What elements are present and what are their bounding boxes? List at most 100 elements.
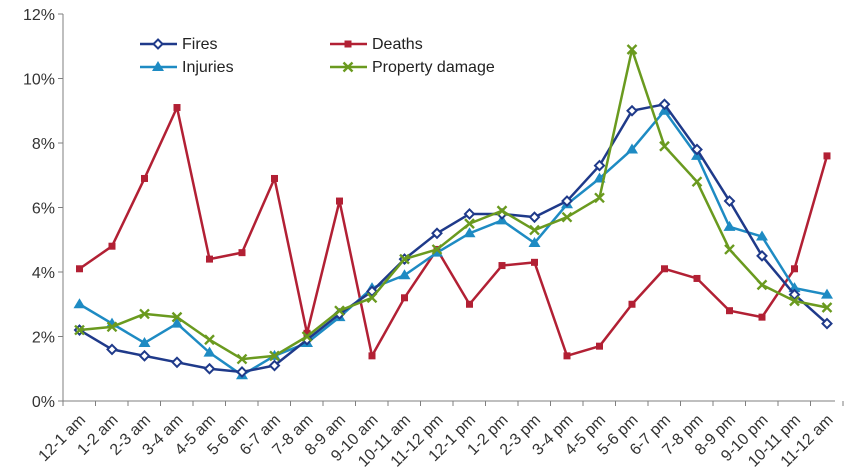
y-tick-label: 0% <box>32 394 55 411</box>
data-point <box>528 211 541 224</box>
series-injuries <box>73 104 833 380</box>
data-point <box>398 269 411 280</box>
data-point <box>238 249 246 257</box>
data-point <box>626 143 638 154</box>
data-point-stroke <box>561 211 573 223</box>
data-point <box>171 311 183 323</box>
legend-item: Fires <box>140 36 218 53</box>
data-point <box>756 279 768 291</box>
data-point <box>529 224 540 236</box>
data-point-stroke <box>269 350 280 362</box>
data-point <box>756 230 768 241</box>
data-point <box>496 205 508 217</box>
data-point <box>206 255 213 263</box>
series-line <box>78 109 828 377</box>
y-tick-label: 8% <box>32 136 55 153</box>
data-point-stroke <box>529 224 540 236</box>
data-point <box>594 192 605 204</box>
data-point <box>431 244 443 255</box>
data-point <box>661 265 668 273</box>
data-point <box>271 174 278 182</box>
data-point <box>431 227 443 240</box>
data-point <box>171 317 183 328</box>
data-point <box>726 307 733 315</box>
series-deaths <box>76 104 831 360</box>
data-point <box>498 262 506 270</box>
data-point <box>301 331 313 342</box>
data-point <box>268 359 281 372</box>
data-point-stroke <box>659 140 670 152</box>
data-point <box>106 321 118 333</box>
data-point <box>563 352 571 360</box>
data-point-stroke <box>821 302 833 313</box>
data-point <box>73 298 86 309</box>
data-point <box>628 300 636 308</box>
data-point <box>723 220 736 231</box>
series-line <box>79 48 828 361</box>
data-point <box>173 104 181 112</box>
data-point <box>401 294 408 302</box>
legend-label: Fires <box>182 36 218 53</box>
data-point <box>171 356 183 369</box>
data-point <box>368 352 376 360</box>
data-point-stroke <box>139 308 150 320</box>
data-point-stroke <box>626 44 638 55</box>
data-point <box>821 302 833 313</box>
data-point-stroke <box>204 334 215 346</box>
data-point <box>756 249 768 262</box>
axes: 0%2%4%6%8%10%12%12-1 am1-2 am2-3 am3-4 a… <box>23 7 844 471</box>
data-point-stroke <box>301 331 313 342</box>
data-point <box>593 159 606 172</box>
data-point-stroke <box>106 321 118 333</box>
data-point-stroke <box>74 324 85 336</box>
data-point <box>626 104 638 117</box>
data-point-stroke <box>334 305 345 317</box>
data-point-stroke <box>724 244 735 255</box>
data-point <box>108 242 116 250</box>
y-tick-label: 10% <box>23 72 55 89</box>
series-line <box>78 106 829 358</box>
data-point-stroke <box>431 244 443 255</box>
data-point <box>789 295 800 307</box>
data-point <box>561 211 573 223</box>
data-point <box>561 195 573 207</box>
legend-label: Deaths <box>372 36 423 53</box>
legend-label: Injuries <box>182 59 234 76</box>
data-point <box>334 305 345 317</box>
data-point <box>204 334 215 346</box>
data-point <box>76 265 83 273</box>
data-point <box>141 174 148 182</box>
data-point-stroke <box>789 295 800 307</box>
data-point <box>138 336 151 347</box>
data-point <box>791 265 798 273</box>
data-point <box>203 362 216 375</box>
data-point <box>823 152 831 160</box>
data-point <box>693 274 701 282</box>
data-point <box>431 246 443 257</box>
data-point <box>626 44 638 55</box>
y-tick-label: 12% <box>23 7 55 24</box>
data-point <box>659 140 670 152</box>
data-point <box>691 176 703 188</box>
data-point <box>531 258 538 266</box>
legend-label: Property damage <box>372 59 495 76</box>
data-point-stroke <box>691 176 703 188</box>
data-point <box>528 236 541 247</box>
data-point <box>236 366 248 378</box>
data-point <box>691 143 703 156</box>
data-point <box>399 253 410 265</box>
data-point <box>139 308 150 320</box>
data-point <box>658 98 671 111</box>
data-point <box>723 195 736 207</box>
data-point <box>344 40 352 48</box>
data-point <box>463 208 476 220</box>
data-point <box>724 244 735 255</box>
data-point <box>788 288 801 301</box>
data-point <box>463 227 476 238</box>
series-line <box>78 103 828 374</box>
data-point <box>74 324 85 336</box>
data-point <box>336 197 343 205</box>
data-point <box>464 218 475 229</box>
